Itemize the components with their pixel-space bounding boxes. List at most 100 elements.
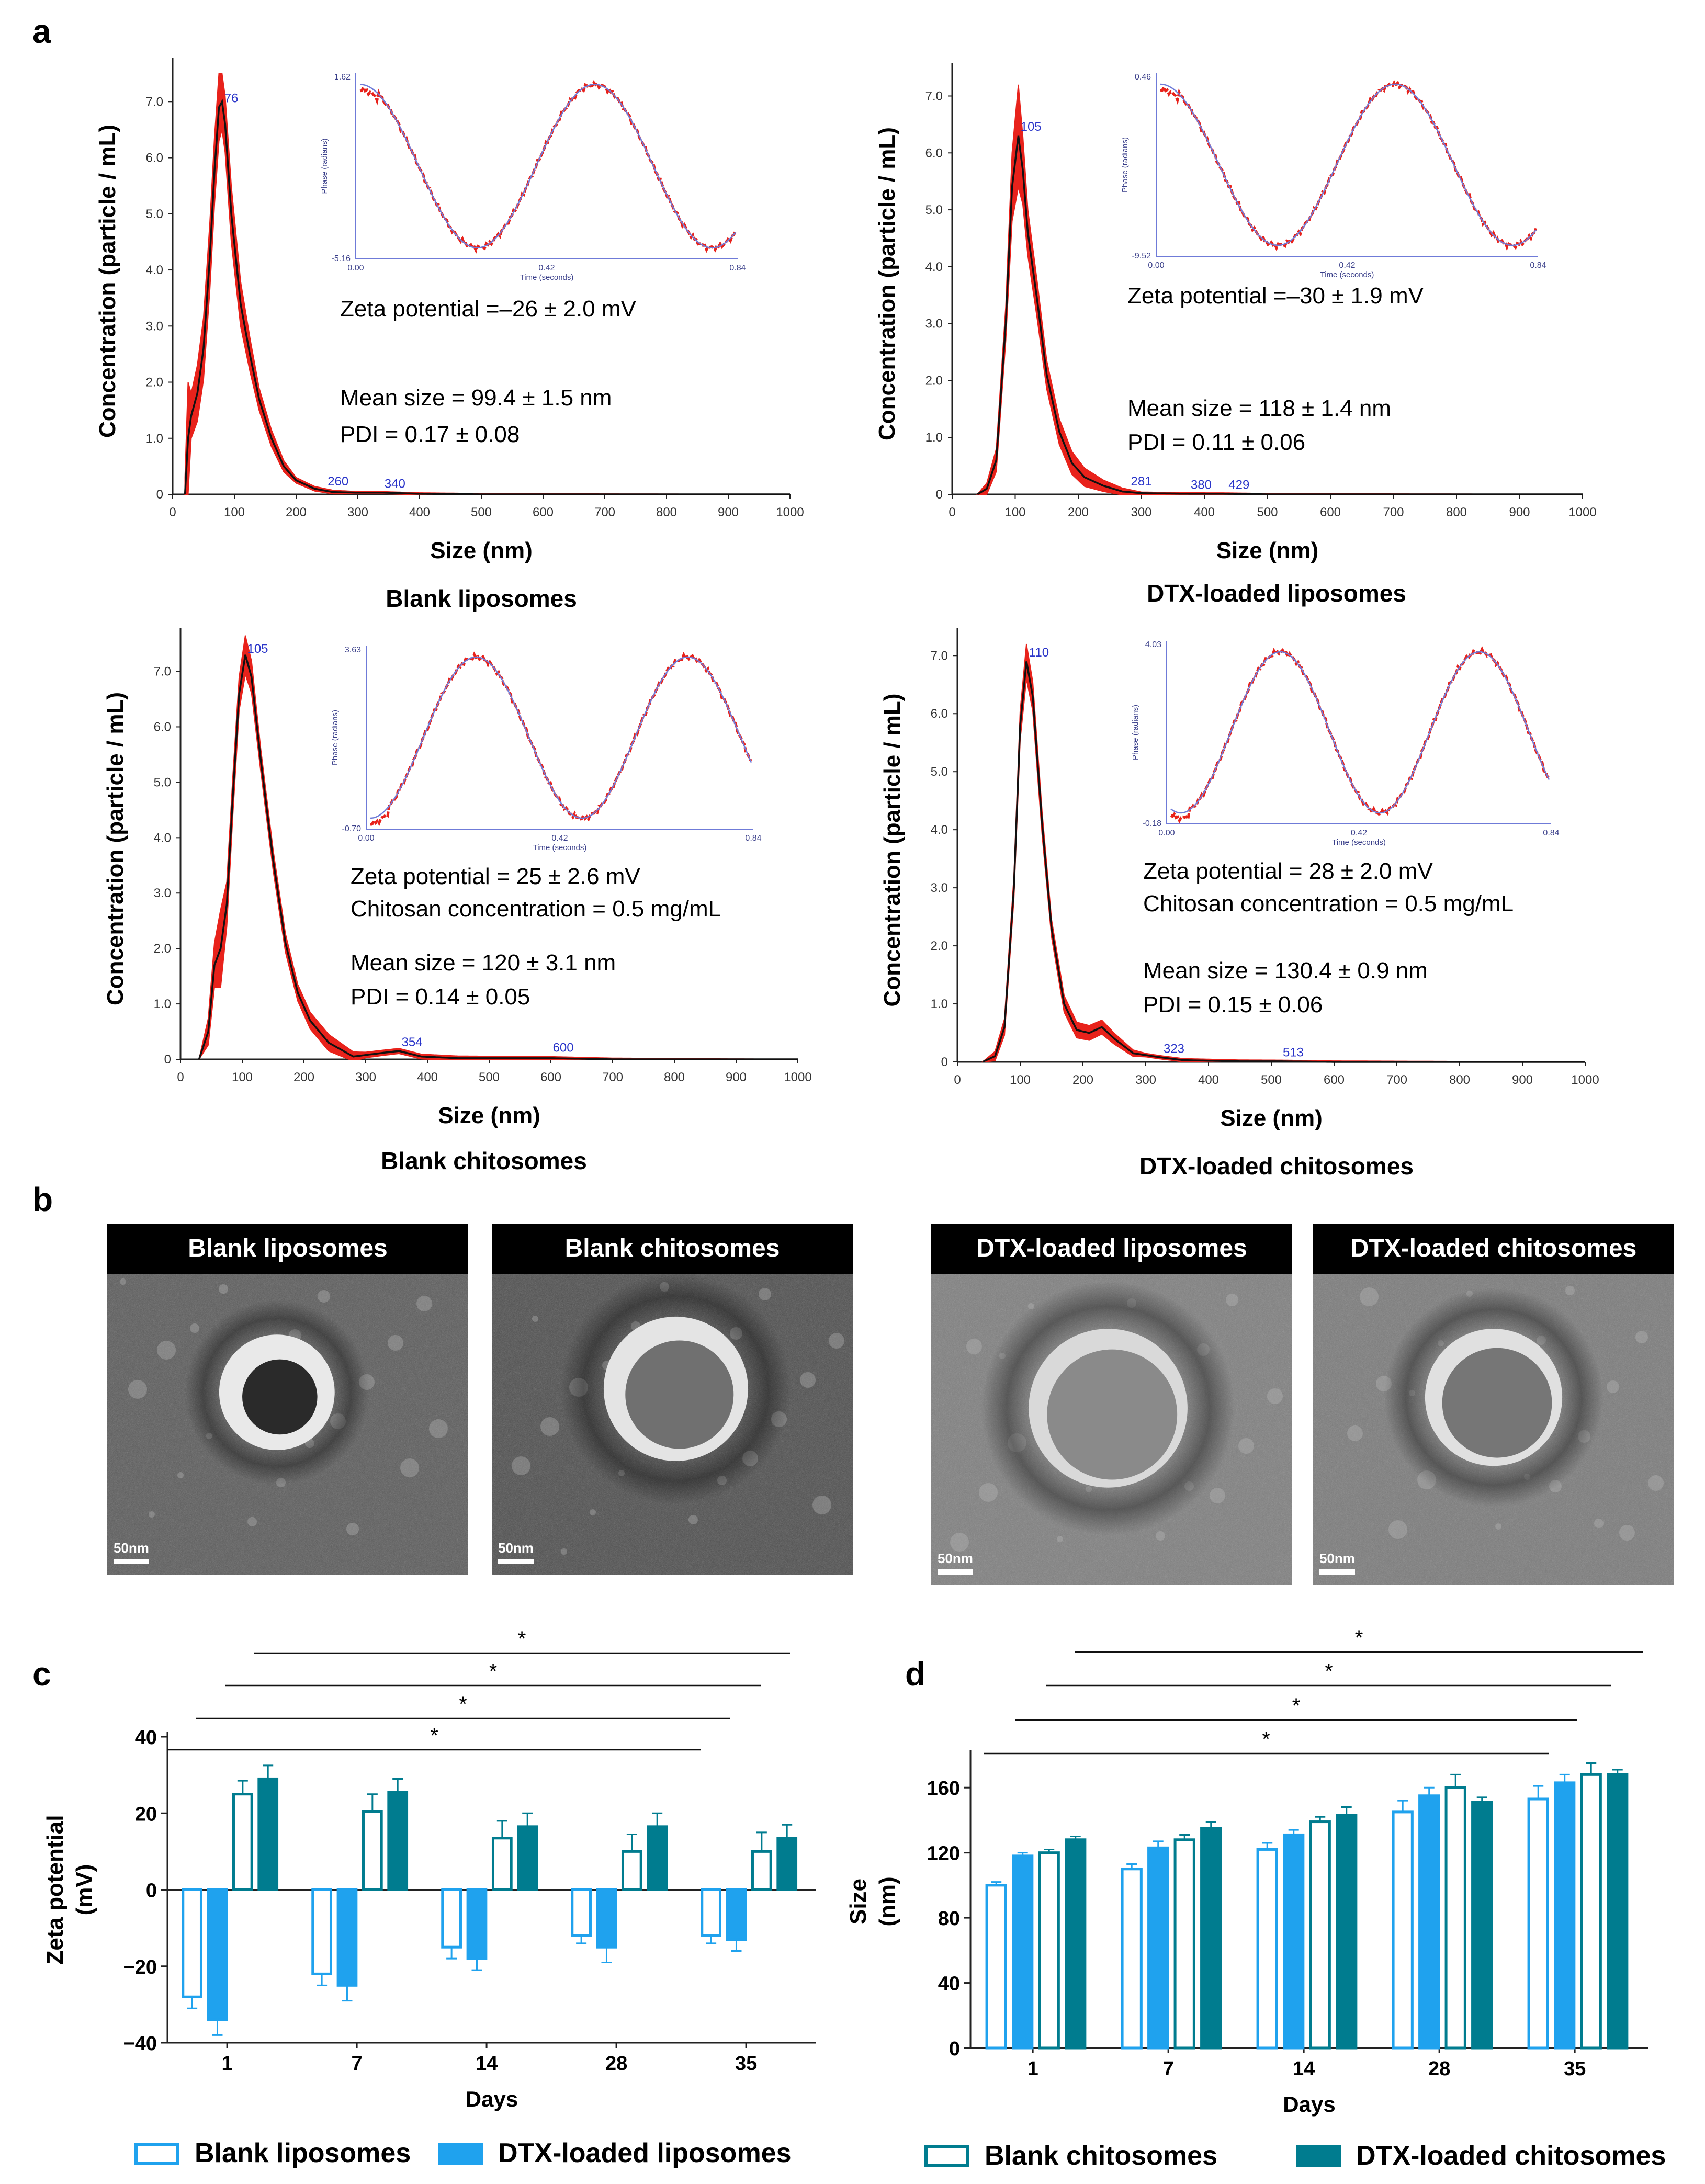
inset-y-max: 1.62	[334, 73, 351, 82]
x-tick-label: 1	[222, 2053, 233, 2075]
peak-label: 354	[401, 1035, 422, 1049]
mean-size-annotation: Mean size = 120 ± 3.1 nm	[351, 950, 616, 976]
chart-caption: Blank chitosomes	[381, 1147, 587, 1174]
tem-particle	[318, 1290, 330, 1303]
y-tick-label: 3.0	[925, 317, 943, 331]
x-tick-label: 28	[605, 2053, 627, 2075]
inset-y-min: -5.16	[332, 254, 351, 263]
y-tick-label: 0	[949, 2038, 960, 2060]
scale-bar	[114, 1559, 149, 1564]
zeta-annotation: Zeta potential =–30 ± 1.9 mV	[1127, 283, 1424, 309]
tem-particle	[400, 1458, 419, 1477]
significance-star: *	[518, 1627, 526, 1650]
inset-x-tick-label: 0.00	[358, 834, 374, 843]
tem-particle	[247, 1517, 257, 1526]
inset-x-tick-label: 0.00	[347, 264, 364, 273]
scale-bar	[1319, 1569, 1355, 1575]
peak-label: 600	[553, 1040, 574, 1055]
tem-title: DTX-loaded chitosomes	[1351, 1235, 1637, 1262]
tem-particle	[149, 1511, 155, 1518]
legend-swatch	[438, 2143, 483, 2165]
tem-particle	[1495, 1523, 1501, 1530]
tem-particle	[561, 1548, 567, 1555]
x-axis-title: Size (nm)	[438, 1103, 540, 1128]
y-axis-title: Concentration (particle / mL)	[95, 125, 120, 438]
y-tick-label: 7.0	[931, 649, 948, 663]
peak-label: 260	[328, 474, 348, 489]
x-tick-label: 35	[1564, 2058, 1586, 2080]
bar	[257, 1777, 279, 1891]
peak-label: 513	[1283, 1045, 1304, 1059]
tem-particle	[1594, 1519, 1604, 1528]
scale-bar-label: 50nm	[114, 1540, 149, 1556]
x-tick-label: 1000	[784, 1070, 811, 1084]
x-tick-label: 700	[1383, 505, 1404, 519]
panel-label-d: d	[905, 1655, 925, 1693]
bar	[1336, 1814, 1358, 2050]
x-tick-label: 900	[1509, 505, 1530, 519]
tem-particle	[688, 1515, 698, 1524]
scale-bar	[938, 1569, 973, 1575]
peak-label: 323	[1164, 1042, 1184, 1056]
inset-y-max: 4.03	[1145, 640, 1161, 649]
y-tick-label: 120	[927, 1843, 960, 1865]
inset-measured-phase	[370, 651, 752, 827]
y-tick-label: 3.0	[154, 886, 171, 900]
peak-label: 380	[1191, 478, 1212, 492]
y-tick-label: 80	[938, 1908, 960, 1930]
x-tick-label: 35	[735, 2053, 757, 2075]
bar	[1527, 1797, 1549, 2050]
y-tick-label: 6.0	[154, 720, 171, 734]
bar	[207, 1888, 228, 2021]
x-tick-label: 500	[1261, 1073, 1282, 1087]
bar	[1256, 1848, 1278, 2050]
phase-inset: 1.62 -5.160.00 0.42 0.84 Time (seconds) Phase…	[320, 73, 746, 282]
bar	[1607, 1773, 1629, 2050]
vesicle-core	[242, 1359, 318, 1435]
tem-particle	[590, 1509, 596, 1515]
tem-title: Blank chitosomes	[565, 1235, 780, 1262]
tem-particle	[177, 1472, 184, 1478]
tem-particle	[1347, 1425, 1363, 1441]
bar	[1418, 1794, 1440, 2050]
inset-fit-phase	[1170, 651, 1550, 814]
x-tick-label: 400	[409, 505, 430, 519]
x-tick-label: 300	[1131, 505, 1151, 519]
tem-title: Blank liposomes	[188, 1235, 387, 1262]
x-tick-label: 800	[1449, 1073, 1470, 1087]
legend-swatch	[1296, 2145, 1341, 2167]
x-tick-label: 7	[1163, 2058, 1174, 2080]
vesicle-core	[1047, 1349, 1178, 1480]
y-tick-label: 7.0	[146, 95, 163, 109]
y-axis-title: Concentration (particle / mL)	[103, 692, 128, 1005]
significance-star: *	[1292, 1694, 1301, 1717]
y-tick-label: 0	[164, 1053, 171, 1067]
x-axis-title: Days	[1283, 2092, 1335, 2117]
x-tick-label: 1	[1027, 2058, 1038, 2080]
inset-x-title: Time (seconds)	[1320, 270, 1374, 279]
peak-label: 105	[1021, 120, 1042, 134]
peak-label: 281	[1131, 474, 1151, 489]
inset-y-title: Phase (radians)	[1131, 705, 1140, 760]
x-tick-label: 200	[293, 1070, 314, 1084]
y-tick-label: 2.0	[146, 376, 163, 390]
bar	[491, 1837, 513, 1891]
pdi-annotation: PDI = 0.11 ± 0.06	[1127, 429, 1305, 455]
bar	[1173, 1838, 1195, 2050]
tem-particle	[1238, 1438, 1254, 1454]
x-tick-label: 600	[1320, 505, 1341, 519]
tem-particle	[416, 1296, 432, 1311]
legend-label: DTX-loaded liposomes	[498, 2138, 792, 2168]
bar	[466, 1888, 488, 1960]
y-tick-label: 4.0	[154, 831, 171, 845]
inset-y-min: -9.52	[1132, 252, 1151, 261]
x-tick-label: 1000	[776, 505, 804, 519]
zeta-annotation: Zeta potential =–26 ± 2.0 mV	[340, 296, 637, 322]
inset-x-tick-label: 0.84	[729, 264, 746, 273]
tem-particle	[532, 1316, 538, 1322]
y-axis-title: Size	[845, 1879, 871, 1925]
chart-caption: DTX-loaded chitosomes	[1139, 1152, 1414, 1180]
x-tick-label: 100	[224, 505, 245, 519]
